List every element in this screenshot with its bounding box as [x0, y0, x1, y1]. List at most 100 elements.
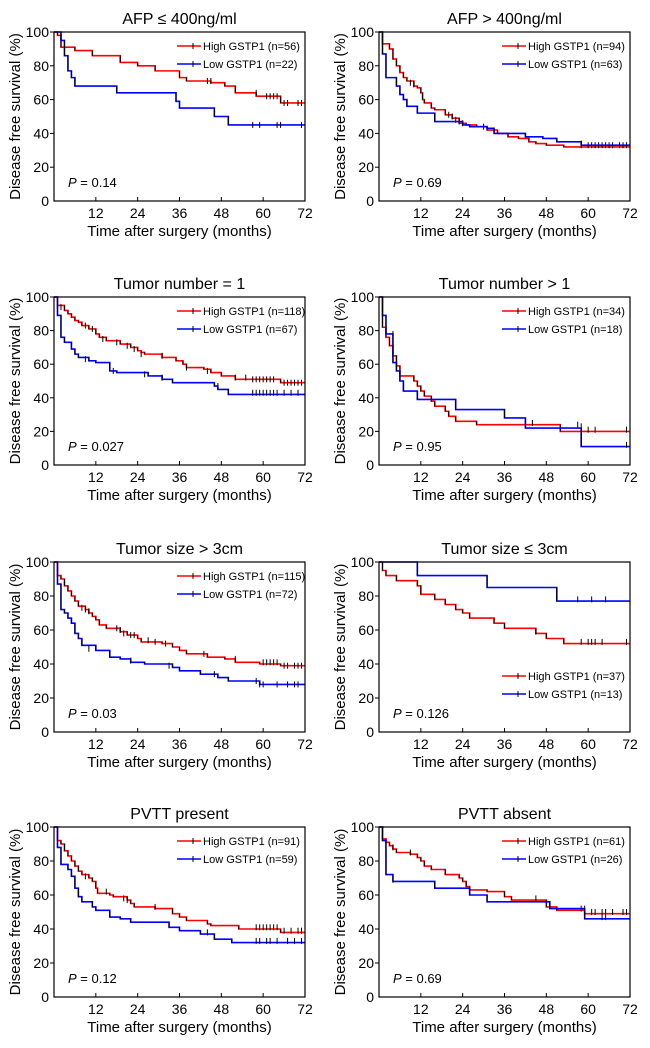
- p-symbol: P: [68, 175, 77, 190]
- y-tick-label: 20: [33, 690, 49, 706]
- y-tick-label: 100: [26, 289, 50, 305]
- x-tick-label: 36: [497, 1001, 513, 1017]
- legend-label: Low GSTP1 (n=67): [203, 324, 297, 336]
- x-tick-label: 24: [455, 205, 471, 221]
- y-tick-label: 100: [26, 819, 50, 835]
- x-tick-label: 72: [622, 469, 638, 485]
- legend-label: High GSTP1 (n=115): [203, 571, 305, 583]
- y-tick-label: 20: [33, 159, 49, 175]
- legend-entry: Low GSTP1 (n=63): [502, 59, 622, 71]
- x-tick-label: 60: [255, 205, 271, 221]
- x-axis-label: Time after surgery (months): [87, 223, 272, 240]
- y-axis-label: Disease free survival (%): [7, 298, 24, 465]
- km-panel-2: AFP > 400ng/ml Disease free survival (%) T…: [332, 11, 638, 240]
- y-axis-label: Disease free survival (%): [332, 33, 349, 200]
- x-tick-label: 72: [297, 469, 313, 485]
- legend-label: High GSTP1 (n=91): [203, 836, 300, 848]
- high-gstp1-curve: [54, 31, 305, 104]
- y-tick-label: 60: [33, 356, 49, 372]
- p-symbol: P: [393, 706, 402, 721]
- legend-entry: Low GSTP1 (n=22): [177, 59, 297, 71]
- p-value-annotation: P = 0.03: [68, 706, 117, 721]
- plot-frame: [378, 31, 631, 202]
- y-tick-label: 100: [351, 289, 375, 305]
- panel-title: Tumor size > 3cm: [116, 541, 243, 558]
- panel-title: Tumor number = 1: [114, 276, 246, 293]
- panel-title: Tumor number > 1: [439, 276, 571, 293]
- x-tick-label: 60: [580, 736, 596, 752]
- km-panel-5: Tumor size > 3cm Disease free survival (%…: [7, 541, 313, 771]
- y-tick-label: 20: [358, 955, 374, 971]
- legend-label: High GSTP1 (n=118): [203, 306, 305, 318]
- p-value: = 0.69: [402, 175, 442, 190]
- y-tick-label: 60: [358, 356, 374, 372]
- p-value-annotation: P = 0.14: [68, 175, 117, 190]
- y-tick-label: 0: [366, 457, 374, 473]
- y-axis-label: Disease free survival (%): [7, 564, 24, 731]
- y-tick-label: 40: [358, 125, 374, 141]
- panel-title: PVTT present: [130, 806, 229, 823]
- low-gstp1-curve: [379, 826, 630, 920]
- x-tick-label: 12: [413, 205, 429, 221]
- y-axis-label: Disease free survival (%): [7, 33, 24, 200]
- legend-label: Low GSTP1 (n=18): [528, 324, 622, 336]
- x-tick-label: 24: [130, 205, 146, 221]
- x-tick-label: 24: [455, 1001, 471, 1017]
- x-tick-label: 48: [539, 469, 555, 485]
- y-axis-label: Disease free survival (%): [332, 564, 349, 731]
- y-tick-label: 40: [358, 921, 374, 937]
- x-tick-label: 60: [580, 1001, 596, 1017]
- x-tick-label: 12: [413, 469, 429, 485]
- p-symbol: P: [393, 175, 402, 190]
- y-tick-label: 0: [41, 193, 49, 209]
- x-tick-label: 72: [622, 205, 638, 221]
- plot-frame: [378, 296, 631, 466]
- legend-label: High GSTP1 (n=94): [528, 41, 625, 53]
- x-axis-label: Time after surgery (months): [87, 1019, 272, 1036]
- legend-label: Low GSTP1 (n=13): [528, 689, 622, 701]
- x-axis-label: Time after surgery (months): [87, 487, 272, 504]
- x-tick-label: 24: [455, 736, 471, 752]
- y-tick-label: 40: [358, 390, 374, 406]
- x-tick-label: 48: [214, 736, 230, 752]
- y-tick-label: 100: [351, 554, 375, 570]
- y-tick-label: 0: [366, 193, 374, 209]
- x-tick-label: 36: [172, 469, 188, 485]
- x-axis-label: Time after surgery (months): [412, 1019, 597, 1036]
- y-tick-label: 40: [33, 921, 49, 937]
- legend-label: Low GSTP1 (n=59): [203, 854, 297, 866]
- legend-entry: Low GSTP1 (n=67): [177, 324, 297, 336]
- y-tick-label: 0: [366, 724, 374, 740]
- x-tick-label: 12: [88, 205, 104, 221]
- y-tick-label: 20: [358, 423, 374, 439]
- legend-entry: High GSTP1 (n=118): [177, 306, 305, 318]
- x-tick-label: 36: [172, 205, 188, 221]
- p-value-annotation: P = 0.69: [393, 175, 442, 190]
- legend-entry: High GSTP1 (n=56): [177, 41, 300, 53]
- p-symbol: P: [68, 971, 77, 986]
- km-panel-1: AFP ≤ 400ng/ml Disease free survival (%) T…: [7, 11, 313, 240]
- plot-frame: [378, 826, 631, 998]
- x-tick-label: 24: [130, 736, 146, 752]
- y-axis-label: Disease free survival (%): [332, 298, 349, 465]
- p-value-annotation: P = 0.95: [393, 439, 442, 454]
- x-tick-label: 12: [413, 1001, 429, 1017]
- km-panel-3: Tumor number = 1 Disease free survival (%…: [7, 276, 313, 504]
- plot-frame: [378, 561, 631, 733]
- plot-frame: [53, 826, 306, 998]
- x-tick-label: 36: [497, 469, 513, 485]
- y-tick-label: 60: [33, 92, 49, 108]
- y-tick-label: 80: [33, 58, 49, 74]
- x-tick-label: 48: [214, 469, 230, 485]
- x-tick-label: 12: [88, 736, 104, 752]
- p-value: = 0.027: [77, 439, 124, 454]
- legend-entry: High GSTP1 (n=94): [502, 41, 625, 53]
- p-value: = 0.12: [77, 971, 117, 986]
- legend-label: High GSTP1 (n=37): [528, 671, 625, 683]
- x-tick-label: 36: [172, 736, 188, 752]
- km-panel-6: Tumor size ≤ 3cm Disease free survival (%…: [332, 541, 638, 771]
- x-tick-label: 60: [255, 469, 271, 485]
- high-gstp1-curve: [54, 561, 305, 667]
- y-tick-label: 60: [33, 622, 49, 638]
